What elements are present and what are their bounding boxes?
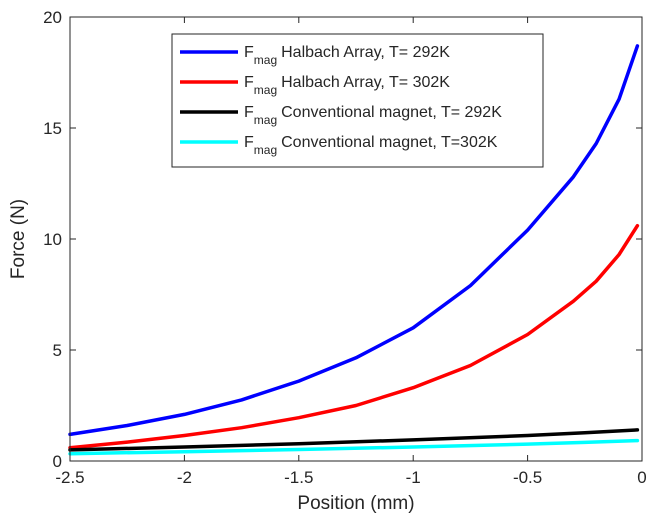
legend-entry-3: Fmag Conventional magnet, T=302K: [244, 134, 498, 157]
y-axis-label: Force (N): [8, 199, 29, 279]
legend-entry-1: Fmag Halbach Array, T= 302K: [244, 74, 450, 97]
y-tick-label-3: 15: [43, 119, 62, 138]
y-tick-label-4: 20: [43, 8, 62, 27]
x-tick-label-3: -1: [406, 468, 421, 487]
series-line-2: [68, 428, 640, 452]
x-tick-label-2: -1.5: [284, 468, 313, 487]
series-line-0: [68, 44, 640, 437]
legend-entry-0: Fmag Halbach Array, T= 292K: [244, 44, 450, 67]
y-tick-label-0: 0: [53, 452, 62, 471]
legend-box: [171, 33, 544, 168]
y-tick-label-2: 10: [43, 230, 62, 249]
x-tick-label-0: -2.5: [55, 468, 84, 487]
x-tick-label-4: -0.5: [513, 468, 542, 487]
x-axis-label: Position (mm): [297, 493, 414, 514]
legend: Fmag Halbach Array, T= 292K Fmag Halbach Ar…: [171, 33, 544, 168]
legend-entry-2: Fmag Conventional magnet, T= 292K: [244, 104, 502, 127]
series-layer: [68, 44, 640, 456]
series-line-3: [68, 438, 640, 456]
series-line-1: [68, 223, 640, 450]
x-tick-label-5: 0: [637, 468, 646, 487]
ticks-layer: -2.5 -2 -1.5 -1 -0.5 0 0 5 10 15 20: [43, 8, 647, 487]
y-tick-label-1: 5: [53, 341, 62, 360]
x-tick-label-1: -2: [177, 468, 192, 487]
